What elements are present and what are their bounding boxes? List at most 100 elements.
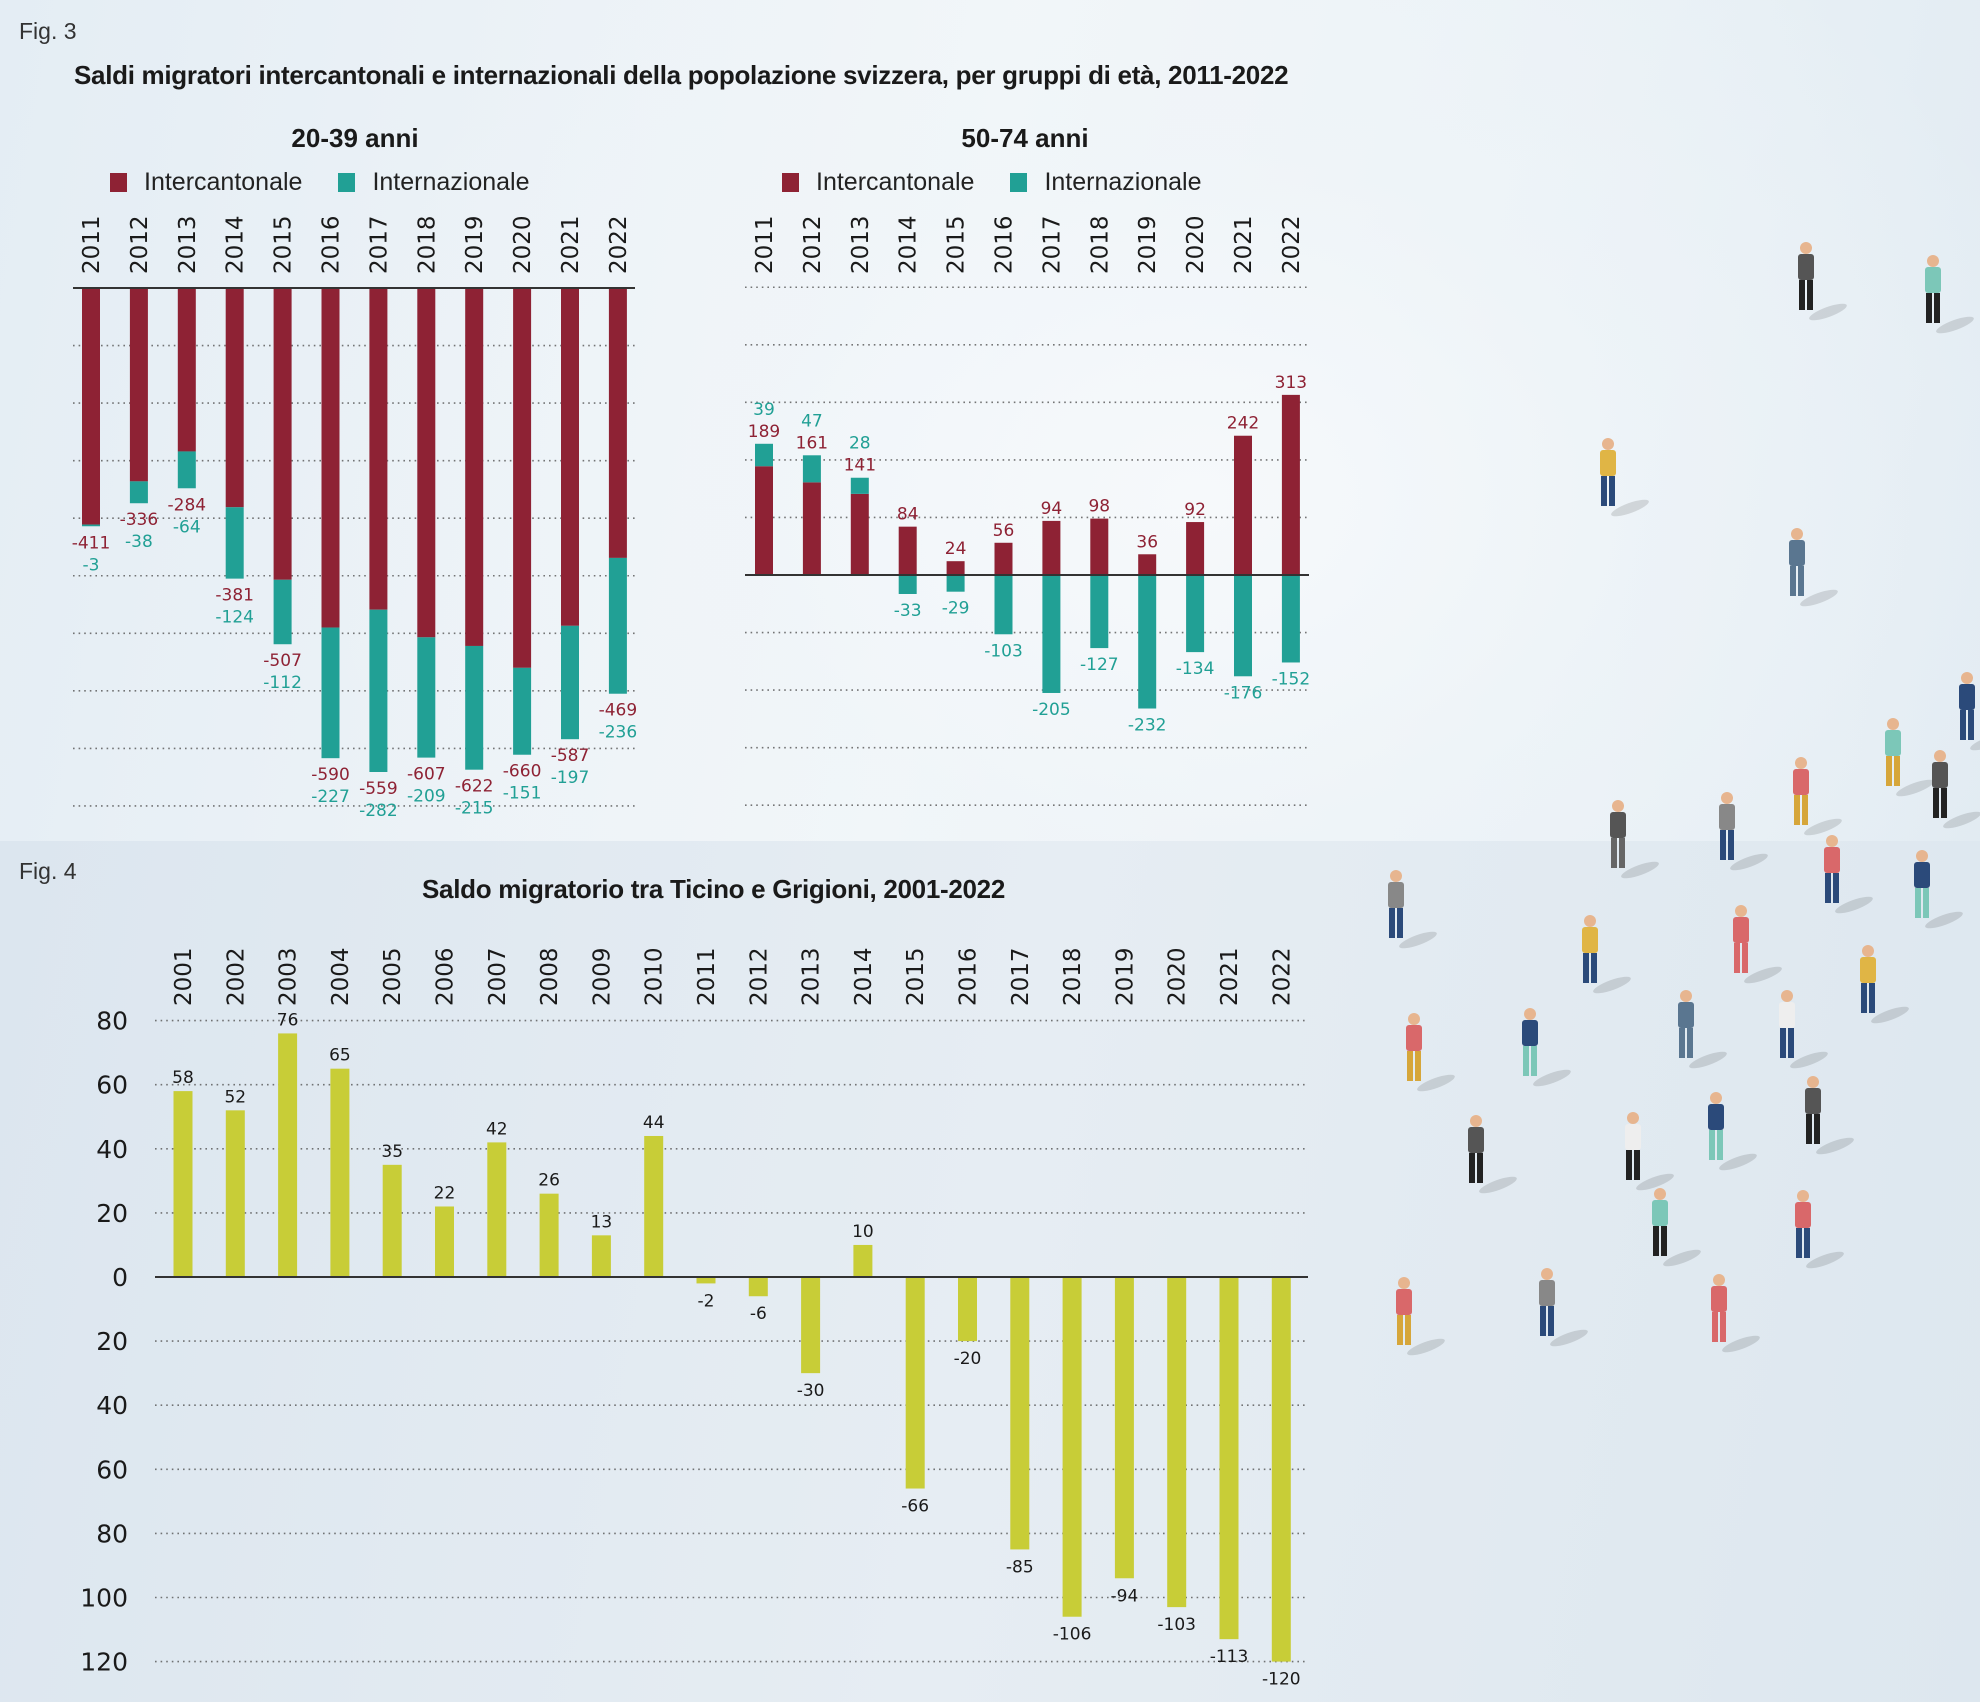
legend-label: Intercantonale	[144, 168, 303, 196]
person-figure	[1406, 1013, 1455, 1092]
person-figure	[1733, 905, 1782, 984]
data-label-international: -124	[215, 608, 254, 628]
data-label-international: 47	[801, 411, 823, 431]
bar	[748, 1277, 768, 1297]
data-label: -30	[797, 1381, 825, 1401]
bar	[696, 1277, 716, 1284]
x-tick-label: 2017	[366, 215, 392, 274]
bar-intercantonal	[1186, 522, 1205, 575]
bar-intercantonal	[465, 288, 484, 646]
y-tick-label: 60	[96, 1071, 128, 1100]
bar	[644, 1135, 664, 1277]
data-label-international: -151	[503, 784, 542, 804]
data-label-intercantonal: -284	[168, 495, 207, 515]
bar-international	[1090, 575, 1109, 649]
x-tick-label: 2005	[380, 947, 406, 1006]
person-figure	[1805, 1076, 1854, 1155]
x-tick-label: 2008	[537, 947, 563, 1006]
bar-intercantonal	[608, 288, 627, 558]
y-tick-label: 100	[80, 1584, 128, 1613]
data-label-international: -197	[551, 768, 590, 788]
data-label-international: -176	[1224, 683, 1263, 703]
bar-international	[946, 575, 965, 592]
bar	[1062, 1277, 1082, 1617]
person-figure	[1625, 1112, 1674, 1191]
data-label-intercantonal: -587	[551, 746, 590, 766]
x-tick-label: 2021	[1231, 215, 1257, 274]
data-label-intercantonal: -336	[120, 510, 159, 530]
data-label: -120	[1262, 1670, 1301, 1690]
x-tick-label: 2007	[485, 947, 511, 1006]
data-label-international: -236	[599, 723, 638, 743]
data-label-intercantonal: -507	[263, 651, 302, 671]
x-tick-label: 2013	[799, 947, 825, 1006]
bar-intercantonal	[1234, 435, 1252, 575]
legend-swatch-intercantonal	[782, 173, 799, 192]
x-tick-label: 2015	[271, 215, 297, 274]
bar-intercantonal	[513, 288, 532, 668]
x-tick-label: 2012	[746, 947, 772, 1006]
bar-intercantonal	[129, 288, 148, 482]
data-label: -6	[750, 1304, 767, 1324]
x-tick-label: 2016	[992, 215, 1018, 274]
bar-international	[1234, 575, 1252, 677]
bar-international	[1186, 575, 1205, 653]
data-label-international: -232	[1128, 716, 1167, 736]
data-label: -94	[1111, 1586, 1139, 1606]
fig4-title: Saldo migratorio tra Ticino e Grigioni, …	[422, 874, 1005, 904]
bar	[330, 1068, 350, 1277]
x-tick-label: 2022	[1269, 947, 1295, 1006]
x-tick-label: 2009	[589, 947, 615, 1006]
data-label-intercantonal: 24	[945, 539, 967, 559]
legend-swatch-international	[338, 173, 356, 192]
data-label-international: -227	[311, 787, 350, 807]
bar-intercantonal	[177, 288, 196, 452]
bar-intercantonal	[1042, 520, 1061, 575]
data-label-international: -64	[173, 517, 201, 537]
legend-item-intercantonal: Intercantonale	[110, 168, 302, 197]
x-tick-label: 2011	[752, 215, 778, 274]
x-tick-label: 2019	[1112, 947, 1138, 1006]
bar	[539, 1193, 559, 1277]
y-tick-label: 20	[96, 1327, 128, 1356]
data-label: 35	[381, 1142, 403, 1162]
x-tick-label: 2018	[1060, 947, 1086, 1006]
x-tick-label: 2018	[1087, 215, 1113, 274]
person-figure	[1582, 915, 1631, 994]
person-figure	[1522, 1008, 1571, 1087]
x-tick-label: 2012	[800, 215, 826, 274]
bar	[1167, 1277, 1187, 1608]
data-label-intercantonal: 98	[1088, 497, 1110, 517]
bar	[1219, 1277, 1239, 1640]
x-tick-label: 2019	[462, 215, 488, 274]
person-figure	[1860, 945, 1909, 1024]
y-tick-label: 20	[96, 1199, 128, 1228]
y-tick-label: 80	[96, 1007, 128, 1036]
fig3-label: Fig. 3	[19, 18, 77, 44]
data-label-intercantonal: 313	[1275, 373, 1307, 393]
x-tick-label: 2016	[956, 947, 982, 1006]
fig4-label: Fig. 4	[19, 858, 77, 884]
x-tick-label: 2001	[171, 947, 197, 1006]
data-label-international: 39	[753, 400, 775, 420]
x-tick-label: 2010	[642, 947, 668, 1006]
bar-international	[608, 557, 627, 694]
data-label-international: 28	[849, 434, 871, 454]
y-tick-label: 40	[96, 1135, 128, 1164]
x-tick-label: 2020	[1183, 215, 1209, 274]
person-figure	[1678, 990, 1727, 1069]
data-label-international: -38	[125, 532, 153, 552]
bar-international	[1138, 575, 1157, 709]
data-label-intercantonal: -607	[407, 765, 446, 785]
bar-international	[225, 507, 244, 579]
data-label: -106	[1053, 1625, 1092, 1645]
data-label-international: -103	[984, 641, 1023, 661]
fig4-background	[0, 841, 1980, 1702]
bar-international	[1281, 575, 1300, 663]
bar-intercantonal	[946, 561, 965, 575]
legend-item-intercantonal: Intercantonale	[782, 168, 974, 197]
person-figure	[1719, 792, 1768, 871]
x-tick-label: 2014	[896, 215, 922, 274]
